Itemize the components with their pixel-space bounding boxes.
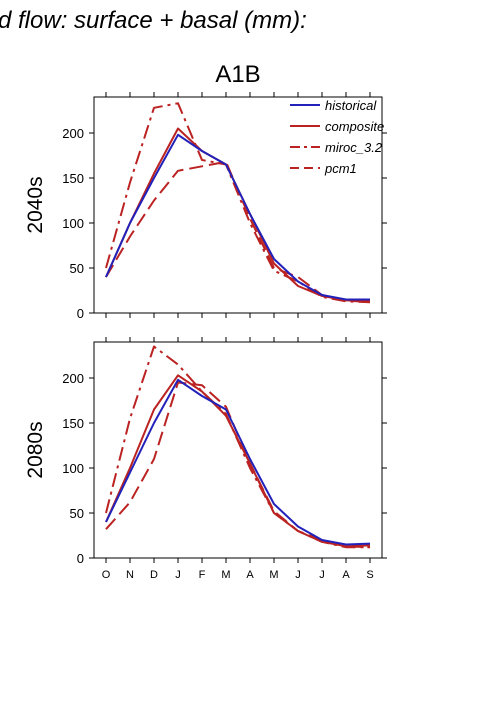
y-tick-label: 150 xyxy=(62,171,84,186)
y-tick-label: 200 xyxy=(62,371,84,386)
scenario-title: A1B xyxy=(215,61,260,88)
plot-frame xyxy=(93,96,383,314)
y-axis-label: 2040s xyxy=(24,176,47,233)
legend-label: composite xyxy=(325,119,384,134)
legend-label: historical xyxy=(325,98,377,113)
series-line-pcm1 xyxy=(105,381,371,549)
x-tick-label: A xyxy=(342,569,350,581)
series-line-pcm1 xyxy=(105,160,371,304)
y-axis-label: 2080s xyxy=(24,421,47,478)
y-tick-label: 100 xyxy=(62,461,84,476)
x-tick-label: M xyxy=(269,569,278,581)
y-tick-label: 200 xyxy=(62,126,84,141)
series-line-miroc-3-2 xyxy=(105,345,370,549)
legend-label: pcm1 xyxy=(324,161,357,176)
panel-2040s: 0 50 100 150 200 2040s historical composite miro… xyxy=(24,92,387,321)
x-tick-label: M xyxy=(221,569,230,581)
x-tick-label: J xyxy=(295,569,301,581)
x-tick-label: J xyxy=(319,569,325,581)
y-tick-label: 100 xyxy=(62,216,84,231)
x-tick-label: D xyxy=(150,569,158,581)
legend-label: miroc_3.2 xyxy=(325,140,383,155)
x-tick-label: N xyxy=(126,569,134,581)
x-tick-label: A xyxy=(246,569,254,581)
y-tick-label: 0 xyxy=(77,551,84,566)
y-tick-label: 0 xyxy=(77,306,84,321)
plot-frame xyxy=(93,341,383,559)
page-title: d flow: surface + basal (mm): xyxy=(0,7,307,34)
series-line-miroc-3-2 xyxy=(105,102,371,304)
y-tick-label: 50 xyxy=(70,506,84,521)
x-tick-label: F xyxy=(199,569,206,581)
series-line-composite xyxy=(105,374,371,548)
panel-2080s: 0 50 100 150 200 O N D J F M A M J J A S 2080s xyxy=(24,337,387,581)
y-tick-label: 150 xyxy=(62,416,84,431)
x-tick-label: S xyxy=(366,569,373,581)
y-tick-label: 50 xyxy=(70,261,84,276)
x-tick-label: J xyxy=(175,569,181,581)
x-tick-label: O xyxy=(102,569,111,581)
series-line-historical xyxy=(105,133,370,301)
series-line-historical xyxy=(105,378,371,546)
